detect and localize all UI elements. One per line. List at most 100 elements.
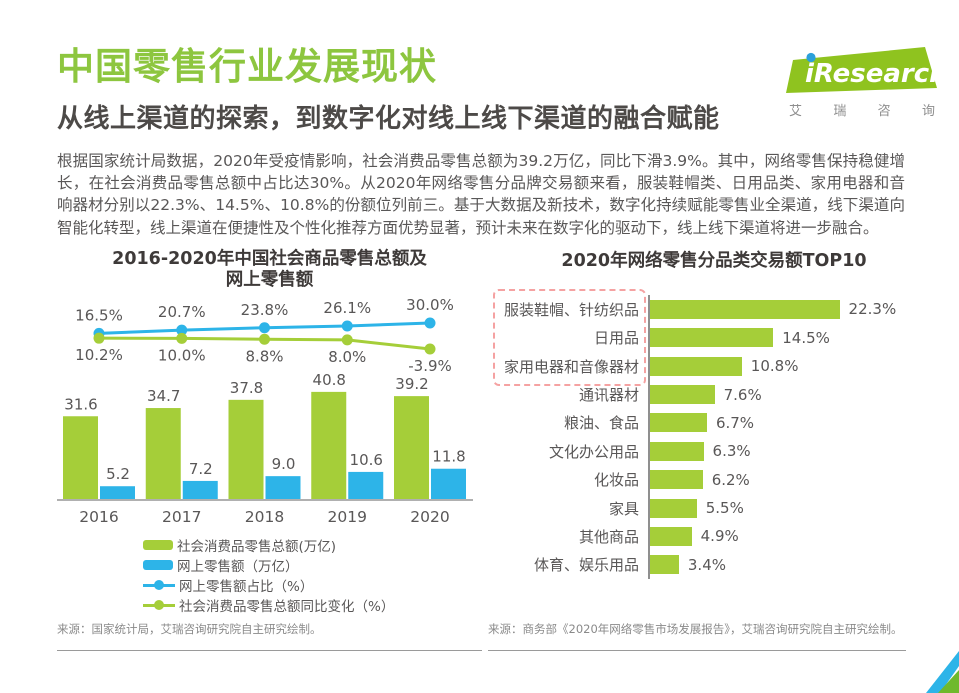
green-bar [311,392,347,501]
line-point [341,320,353,332]
blue-bar [431,468,466,501]
logo-cn-char: 瑞 [833,104,847,119]
category-row: 其他商品 4.9% [488,522,940,551]
value-label: 10.8% [750,357,799,376]
bar-cell: 10.8% [648,351,940,381]
legend-item: 网上零售额（万亿） [143,555,482,575]
bar-value-label: 40.8 [313,371,346,389]
legend-label: 社会消费品零售总额同比变化（%） [179,599,395,616]
bar-cell: 4.9% [648,522,940,551]
legend-blue-line-marker-icon [143,579,175,591]
bar [650,328,774,348]
line-value-label: 20.7% [158,303,206,321]
right-chart-source: 来源：商务部《2020年网络零售市场发展报告》，艾瑞咨询研究院自主研究绘制。 [488,621,906,652]
bar-value-label: 9.0 [272,455,296,473]
year-label: 2016 [79,508,118,526]
header: 中国零售行业发展现状 iResearch 艾 瑞 咨 询 从线上渠道的探索，到数字化对… [57,45,940,135]
blue-bar [100,486,135,501]
year-label: 2017 [162,508,201,526]
horizontal-bar-chart: 服装鞋帽、针纺织品 22.3% 日用品 14.5% 家用电器和音像器材 10.8% 通讯器材… [488,289,940,580]
bar-cell: 22.3% [648,295,940,324]
blue-bar [265,476,301,501]
bar-cell: 3.4% [648,550,940,580]
bar-cell: 5.5% [648,493,940,523]
blue-bar [348,472,384,501]
category-label: 化妆品 [593,471,639,490]
category-label: 体育、娱乐用品 [533,556,639,575]
bar [650,498,697,518]
right-chart-title: 2020年网络零售分品类交易额TOP10 [561,251,867,272]
value-label: 6.3% [712,442,751,461]
category-row: 家用电器和音像器材 10.8% [488,351,940,381]
value-label: 4.9% [700,527,739,546]
bar-value-label: 7.2 [189,460,213,478]
category-row: 粮油、食品 6.7% [488,408,940,438]
line-point [176,324,188,336]
bar-value-label: 34.7 [147,387,180,405]
left-chart-title-line1: 2016-2020年中国社会商品零售总额及 [112,249,427,270]
bar-value-label: 39.2 [395,375,428,393]
right-chart-section: 2020年网络零售分品类交易额TOP10 服装鞋帽、针纺织品 22.3% 日用品 14… [488,247,940,652]
bar-value-label: 5.2 [106,465,130,483]
page-subtitle: 从线上渠道的探索，到数字化对线上线下渠道的融合赋能 [57,103,720,134]
corner-decoration-icon [926,651,959,693]
bar-cell: 6.3% [648,437,940,466]
legend-green-line-marker-icon [143,599,175,611]
logo-cn-char: 咨 [877,104,891,119]
line-value-label: 26.1% [323,299,371,317]
category-label: 家用电器和音像器材 [503,357,639,376]
value-label: 14.5% [782,328,830,347]
charts-row: 2016-2020年中国社会商品零售总额及 网上零售额 31.6 5.2 34.7 7… [57,247,940,652]
legend-swatch-blue-bar-icon [143,560,173,571]
category-label: 日用品 [593,329,639,348]
category-row: 服装鞋帽、针纺织品 22.3% [488,295,940,324]
left-chart-legend: 社会消费品零售总额(万亿) 网上零售额（万亿） 网上零售额占比（%） 社会消费品… [143,535,482,615]
logo-brand-text: iResearch [805,59,940,89]
bar [650,470,703,490]
value-label: 7.6% [723,385,762,404]
bar [650,526,692,546]
line-point [259,333,270,345]
logo-i-dot [806,52,816,63]
value-label: 6.2% [711,470,750,489]
bar-cell: 6.2% [648,465,940,494]
green-bar [63,416,98,501]
page-title: 中国零售行业发展现状 [57,45,437,88]
legend-item: 社会消费品零售总额同比变化（%） [143,595,482,615]
category-row: 家具 5.5% [488,493,940,523]
bar [650,441,704,461]
line-point [424,343,436,355]
legend-label: 网上零售额（万亿） [177,559,299,576]
category-label: 其他商品 [578,527,639,546]
value-label: 5.5% [705,499,744,518]
blue-bar [182,481,218,501]
bar [650,299,840,319]
line-value-label: 16.5% [75,307,123,325]
value-label: 6.7% [715,413,755,432]
bar-value-label: 10.6 [350,451,383,469]
bar-cell: 7.6% [648,380,940,409]
line-value-label: -3.9% [408,357,452,375]
category-label: 粮油、食品 [563,414,639,433]
bar-value-label: 37.8 [230,379,263,397]
line-value-label: 10.0% [158,347,206,365]
category-label: 文化办公用品 [548,442,639,461]
bar [650,555,679,575]
category-label: 家具 [608,499,639,518]
line-value-label: 30.0% [406,296,454,314]
green-bar [394,396,429,501]
line-point [424,317,436,329]
year-label: 2018 [245,508,284,526]
line-value-label: 23.8% [241,301,289,319]
value-label: 3.4% [687,555,726,574]
legend-label: 社会消费品零售总额(万亿) [177,539,337,556]
iresearch-logo-icon: iResearch [786,47,940,93]
left-chart-section: 2016-2020年中国社会商品零售总额及 网上零售额 31.6 5.2 34.7 7… [57,247,482,652]
bar [650,356,742,376]
line-point [259,322,270,334]
green-bar [228,400,264,501]
left-chart-source: 来源：国家统计局，艾瑞咨询研究院自主研究绘制。 [57,621,482,652]
category-row: 体育、娱乐用品 3.4% [488,550,940,580]
category-row: 化妆品 6.2% [488,465,940,494]
bar-rows: 服装鞋帽、针纺织品 22.3% 日用品 14.5% 家用电器和音像器材 10.8% 通讯器材… [488,295,940,580]
